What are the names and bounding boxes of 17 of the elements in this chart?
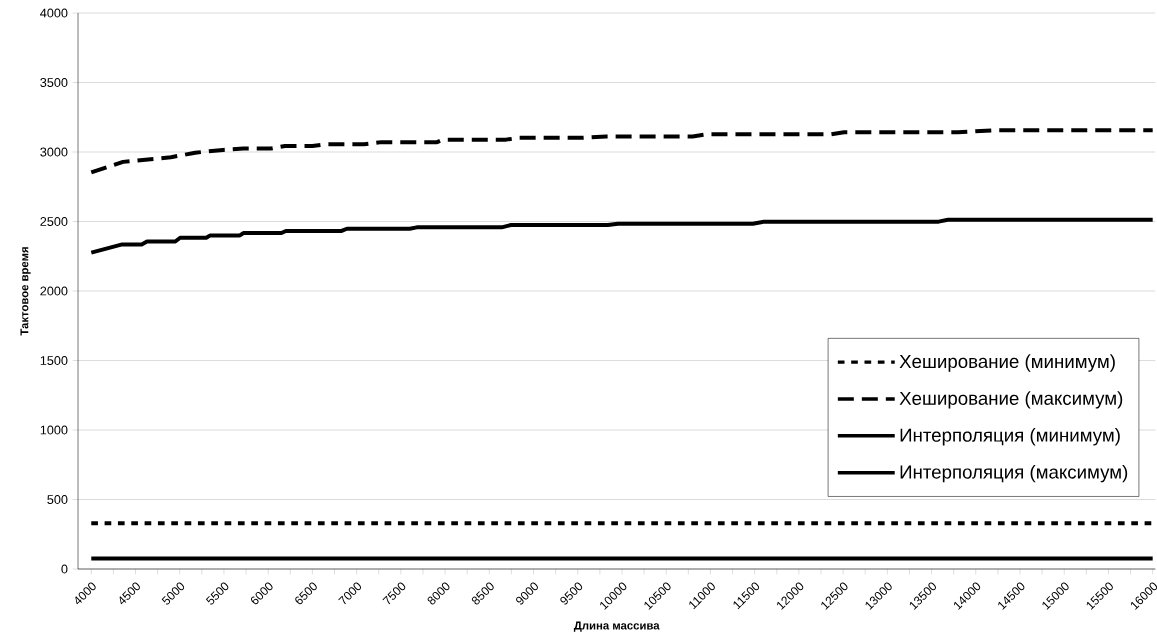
x-axis-title: Длина массива xyxy=(573,621,660,632)
legend-label: Хеширование (максимум) xyxy=(899,391,1123,409)
legend-label: Интерполяция (максимум) xyxy=(900,464,1128,483)
y-tick-label: 2500 xyxy=(40,217,68,226)
legend-label: Интерполяция (минимум) xyxy=(900,428,1120,446)
line-series xyxy=(89,128,1155,175)
legend-label: Хеширование (минимум) xyxy=(899,354,1115,372)
y-tick-label: 1000 xyxy=(40,425,68,435)
y-tick-label: 3000 xyxy=(40,147,68,157)
y-tick-label: 2000 xyxy=(40,286,68,296)
line-series xyxy=(89,217,1155,255)
y-tick-label: 3500 xyxy=(40,78,68,87)
y-tick-label: 4000 xyxy=(40,8,68,18)
y-axis-title: Тактовое время xyxy=(20,247,31,336)
y-tick-label: 1500 xyxy=(40,356,68,365)
y-tick-label: 500 xyxy=(47,495,68,504)
y-tick-label: 0 xyxy=(61,564,68,574)
